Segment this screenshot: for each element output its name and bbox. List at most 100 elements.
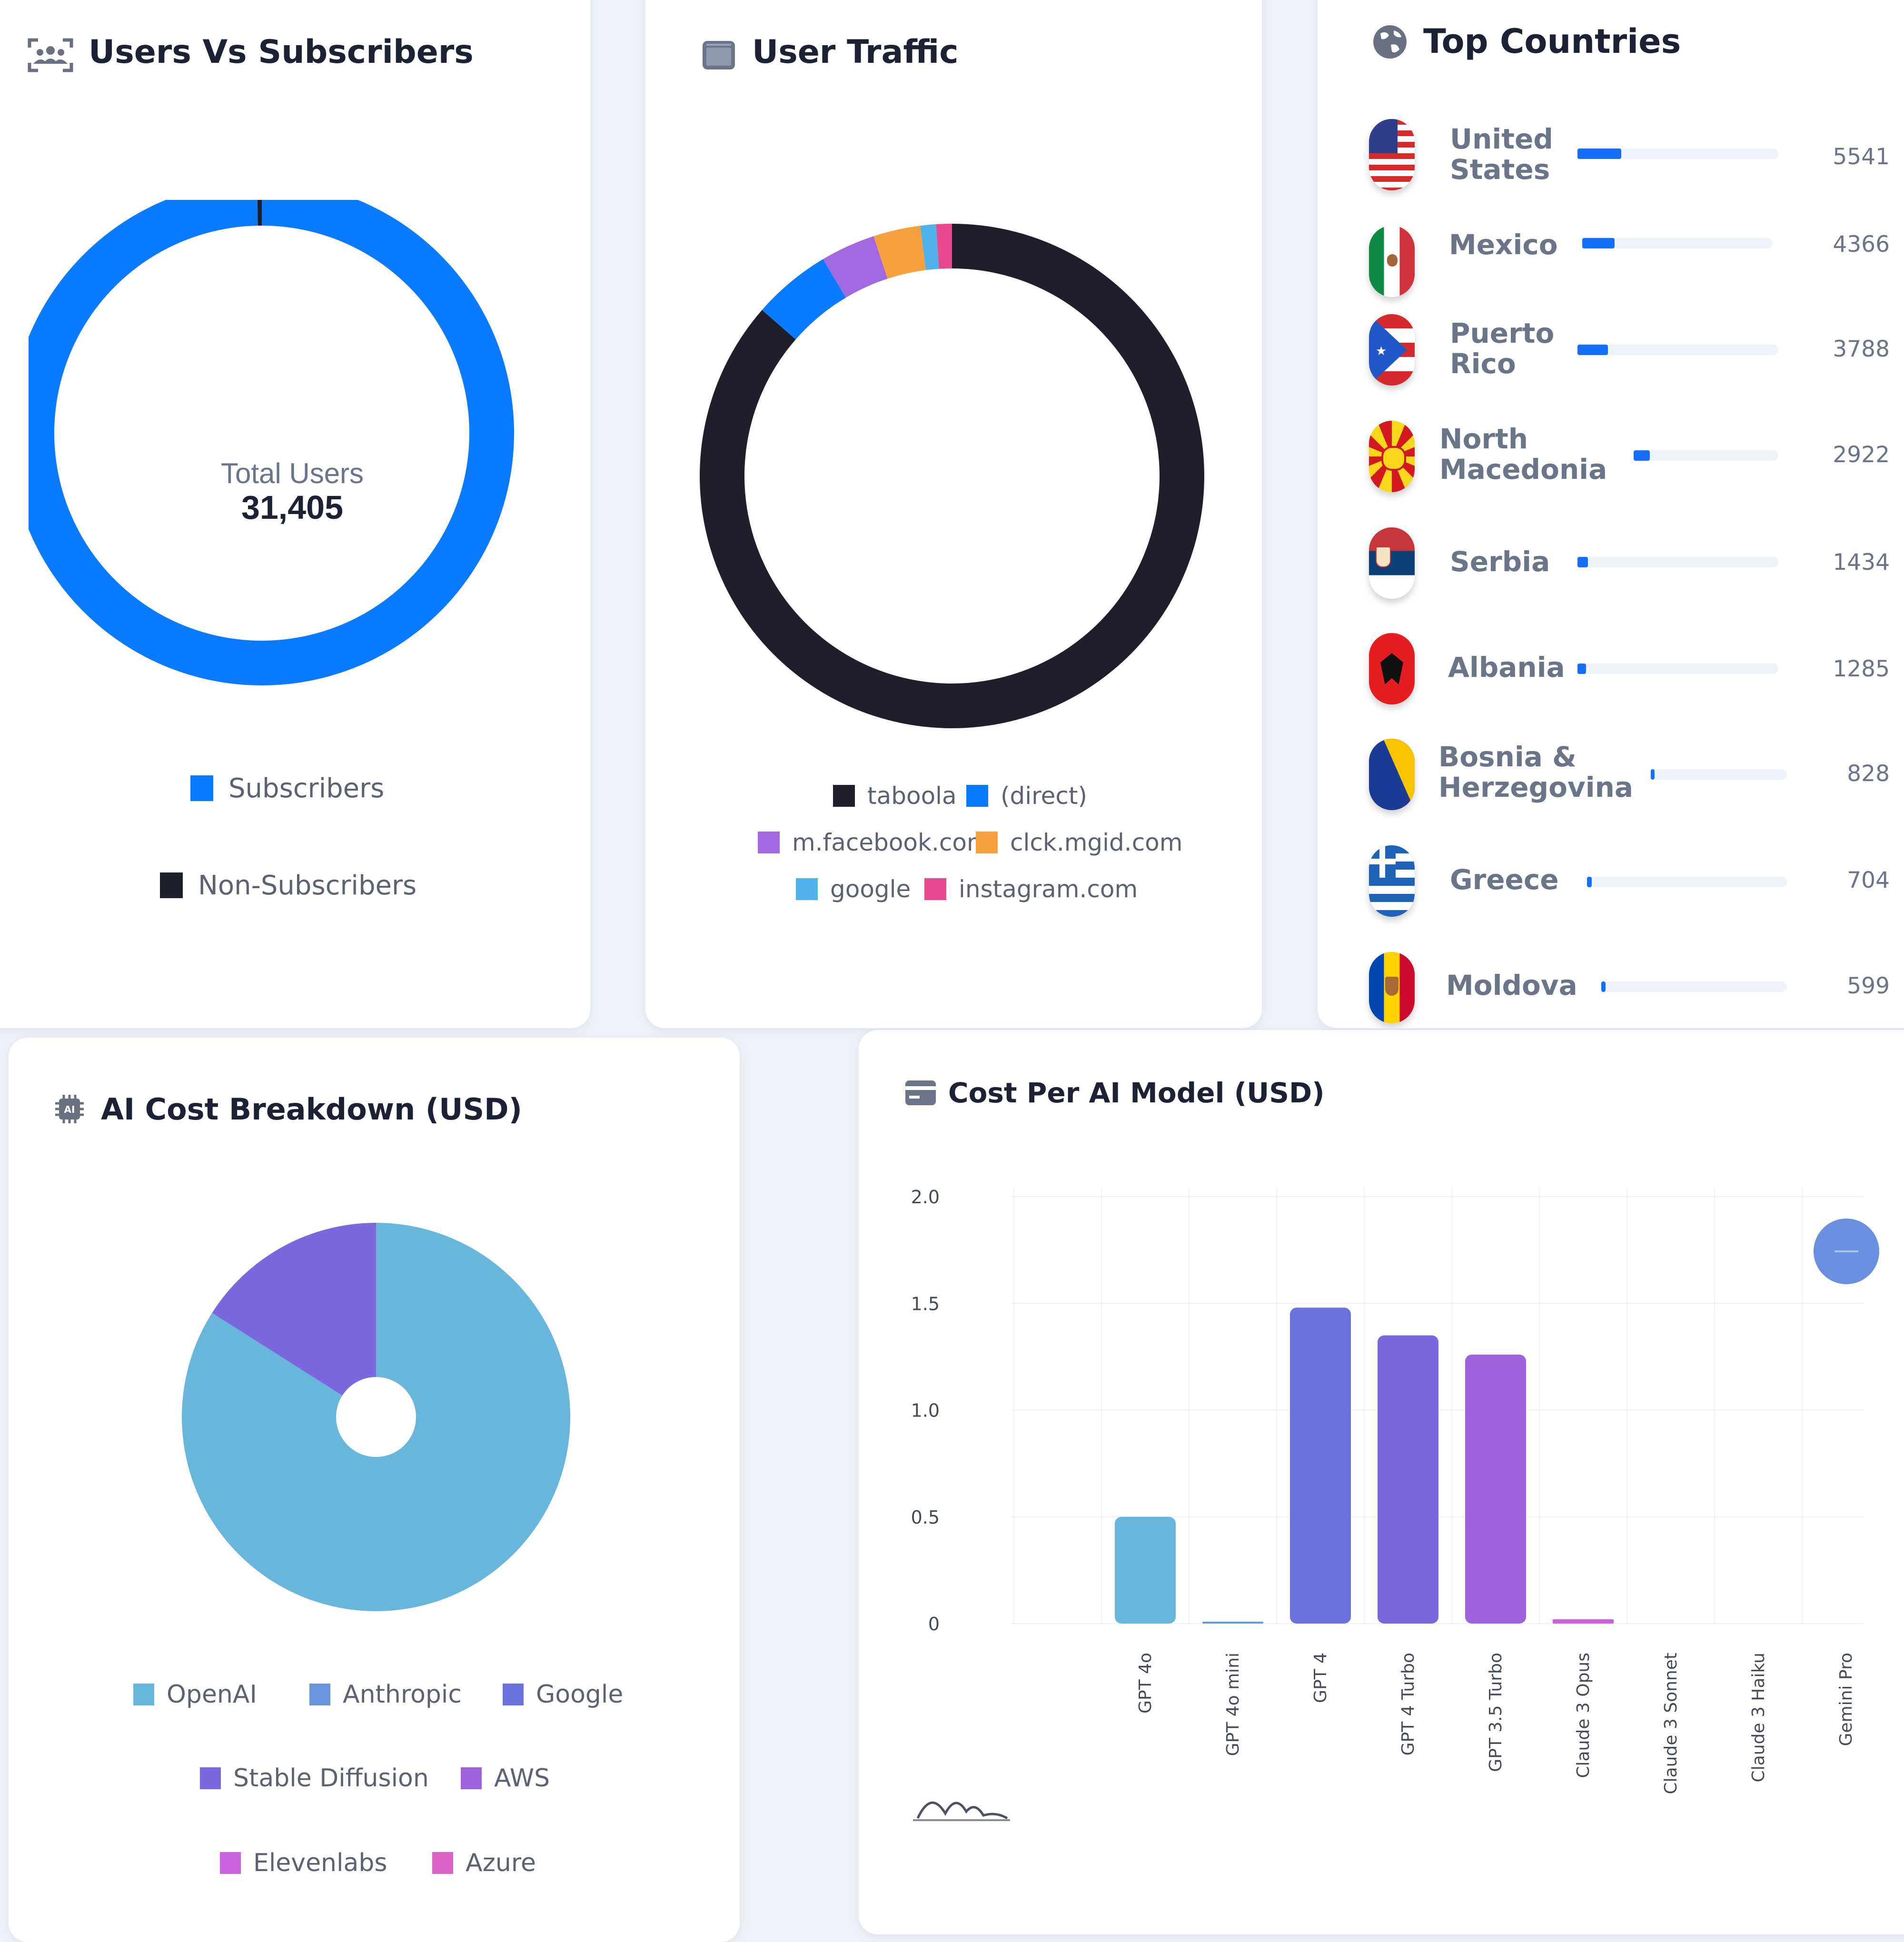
legend-label: AWS: [494, 1764, 550, 1793]
country-name: Greece: [1450, 863, 1559, 896]
slice-direct[interactable]: [762, 259, 846, 340]
country-value: 704: [1847, 867, 1890, 893]
legend-swatch: [758, 832, 780, 853]
y-tick-label: 2.0: [911, 1187, 940, 1208]
legend-item-stable-diffusion[interactable]: Stable Diffusion: [200, 1764, 429, 1793]
ai-cost-breakdown-card: AI AI Cost Breakdown (USD) OpenAI Anthro…: [9, 1038, 740, 1942]
legend-swatch: [190, 775, 213, 801]
legend-swatch: [220, 1852, 241, 1874]
legend-item-taboola[interactable]: taboola: [833, 782, 957, 810]
legend-swatch: [796, 878, 818, 900]
country-value: 2922: [1833, 442, 1890, 468]
legend-label: Non-Subscribers: [198, 870, 417, 901]
legend-item-elevenlabs[interactable]: Elevenlabs: [220, 1849, 387, 1877]
country-progress-track: [1577, 149, 1778, 159]
y-tick-label: 1.0: [911, 1400, 940, 1421]
country-progress-fill: [1587, 877, 1592, 887]
country-value: 5541: [1833, 144, 1890, 170]
country-name: Puerto Rico: [1450, 317, 1555, 380]
legend-item-direct[interactable]: (direct): [966, 782, 1087, 810]
users-group-icon: [28, 37, 73, 76]
legend-item-non-subscribers[interactable]: Non-Subscribers: [160, 870, 417, 901]
country-progress-fill: [1651, 769, 1655, 780]
users-donut-chart: [29, 200, 514, 685]
x-tick-label: Claude 3 Haiku: [1749, 1653, 1768, 1783]
x-tick-label: Gemini Pro: [1836, 1653, 1856, 1746]
country-value: 828: [1847, 761, 1890, 787]
bar-gpt-3-5-turbo[interactable]: [1465, 1354, 1526, 1624]
browser-window-icon: [702, 40, 736, 73]
bar-gpt-4-turbo[interactable]: [1378, 1335, 1438, 1624]
country-progress-fill: [1577, 664, 1586, 674]
us-flag-icon: [1369, 119, 1415, 190]
legend-label: taboola: [867, 782, 957, 810]
bar-claude-3-opus[interactable]: [1553, 1619, 1614, 1624]
ai-cost-pie-chart: [182, 1223, 570, 1611]
country-progress-track: [1577, 345, 1778, 355]
slice-instagram-com[interactable]: [936, 224, 952, 269]
legend-label: instagram.com: [959, 875, 1138, 903]
globe-icon: [1372, 24, 1408, 62]
legend-label: google: [830, 875, 911, 903]
slice-m-facebook-com[interactable]: [823, 236, 888, 298]
x-tick-label: GPT 4o: [1136, 1653, 1155, 1714]
legend-swatch: [133, 1684, 154, 1705]
traffic-donut-chart: [700, 224, 1204, 729]
country-name: Bosnia & Herzegovina: [1438, 741, 1634, 803]
slice-subscribers[interactable]: [29, 200, 514, 685]
country-name: Serbia: [1450, 545, 1550, 578]
legend-item-anthropic[interactable]: Anthropic: [309, 1680, 462, 1709]
legend-item-facebook[interactable]: m.facebook.com: [758, 828, 990, 857]
bar-gpt-4o-mini[interactable]: [1202, 1622, 1263, 1624]
slice-openai[interactable]: [182, 1223, 570, 1611]
total-users-value: 31,405: [241, 489, 344, 526]
country-progress-track: [1634, 450, 1778, 461]
legend-item-mgid[interactable]: clck.mgid.com: [976, 828, 1182, 857]
legend-item-subscribers[interactable]: Subscribers: [190, 773, 385, 804]
slice-stable-diffusion[interactable]: [212, 1223, 376, 1396]
country-progress-track: [1587, 877, 1787, 887]
bar-gpt-4o[interactable]: [1115, 1516, 1176, 1624]
card-title: Top Countries: [1423, 22, 1681, 61]
puerto-rico-flag-icon: ★: [1369, 314, 1415, 386]
card-title: Users Vs Subscribers: [89, 33, 474, 71]
country-value: 1434: [1833, 549, 1890, 575]
country-progress-track: [1651, 769, 1787, 780]
slice-non-subscribers[interactable]: [257, 200, 262, 226]
country-name: Moldova: [1446, 969, 1577, 1001]
legend-label: Anthropic: [343, 1680, 462, 1709]
x-tick-label: GPT 4 Turbo: [1398, 1653, 1418, 1755]
y-tick-label: 0: [928, 1614, 940, 1635]
country-value: 599: [1847, 973, 1890, 999]
legend-label: clck.mgid.com: [1010, 829, 1183, 856]
legend-swatch: [976, 832, 998, 853]
legend-swatch: [432, 1852, 453, 1874]
country-progress-fill: [1582, 238, 1615, 248]
collapse-toggle-button[interactable]: [1814, 1219, 1879, 1284]
legend-swatch: [503, 1684, 524, 1705]
svg-text:AI: AI: [64, 1104, 75, 1115]
x-tick-label: GPT 3.5 Turbo: [1486, 1653, 1506, 1772]
legend-item-azure[interactable]: Azure: [432, 1849, 536, 1877]
slice-google[interactable]: [920, 224, 939, 270]
country-progress-track: [1601, 981, 1787, 992]
slice-clck-mgid-com[interactable]: [873, 226, 926, 279]
mexico-flag-icon: [1369, 226, 1415, 297]
legend-item-aws[interactable]: AWS: [461, 1764, 550, 1793]
legend-swatch: [966, 785, 988, 807]
north-macedonia-flag-icon: [1369, 421, 1415, 492]
country-value: 1285: [1833, 656, 1890, 682]
total-users-label: Total Users: [220, 457, 364, 489]
bosnia-flag-icon: [1369, 739, 1415, 810]
legend-item-google[interactable]: Google: [503, 1680, 623, 1709]
legend-item-instagram[interactable]: instagram.com: [924, 875, 1138, 903]
legend-item-openai[interactable]: OpenAI: [133, 1680, 257, 1709]
bar-gpt-4[interactable]: [1290, 1308, 1351, 1624]
legend-item-google[interactable]: google: [796, 875, 911, 903]
cost-per-ai-model-card: Cost Per AI Model (USD) 2.0 1.5 1.0 0.5 0 GP…: [859, 1030, 1904, 1934]
zoom-chart-icon[interactable]: [912, 1787, 1012, 1827]
minus-icon: [1835, 1250, 1858, 1252]
legend-label: Subscribers: [228, 773, 385, 804]
legend-swatch: [200, 1767, 221, 1789]
top-countries-card: Top Countries United States 5541 Mexico …: [1318, 0, 1904, 1028]
